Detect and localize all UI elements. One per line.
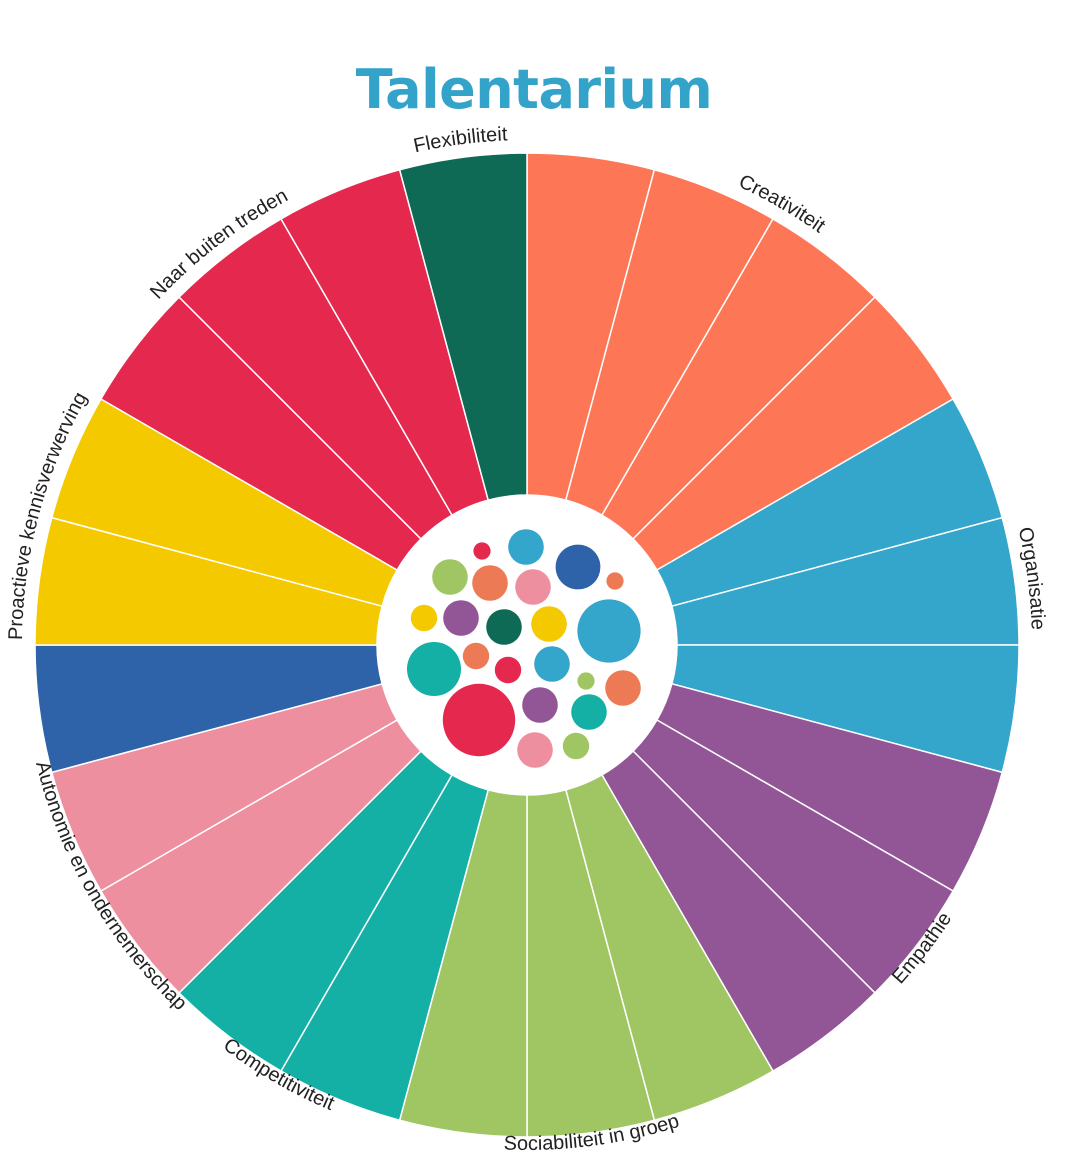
wheel-segments (34, 152, 1020, 1138)
center-bubble (531, 606, 567, 642)
center-bubbles (407, 529, 641, 768)
center-bubble (522, 687, 558, 723)
center-bubble (605, 670, 641, 706)
center-bubble (555, 544, 601, 590)
center-bubble (534, 646, 570, 682)
center-bubble (443, 600, 479, 636)
category-label: Organisatie (1014, 525, 1049, 630)
center-bubble (515, 569, 551, 605)
center-bubble (407, 642, 461, 696)
center-bubble (442, 683, 516, 757)
center-bubble (462, 642, 490, 670)
center-bubble (577, 672, 595, 690)
center-bubble (571, 694, 607, 730)
center-bubble (606, 572, 624, 590)
center-bubble (410, 604, 438, 632)
center-bubble (472, 565, 508, 601)
center-bubble (517, 732, 553, 768)
category-label: Flexibiliteit (412, 123, 509, 157)
center-bubble (577, 599, 641, 663)
center-bubble (562, 732, 590, 760)
center-bubble (494, 656, 522, 684)
page-title: Talentarium (355, 58, 713, 121)
center-bubble (432, 559, 468, 595)
center-bubble (486, 609, 522, 645)
center-bubble (508, 529, 544, 565)
center-bubble (473, 542, 491, 560)
